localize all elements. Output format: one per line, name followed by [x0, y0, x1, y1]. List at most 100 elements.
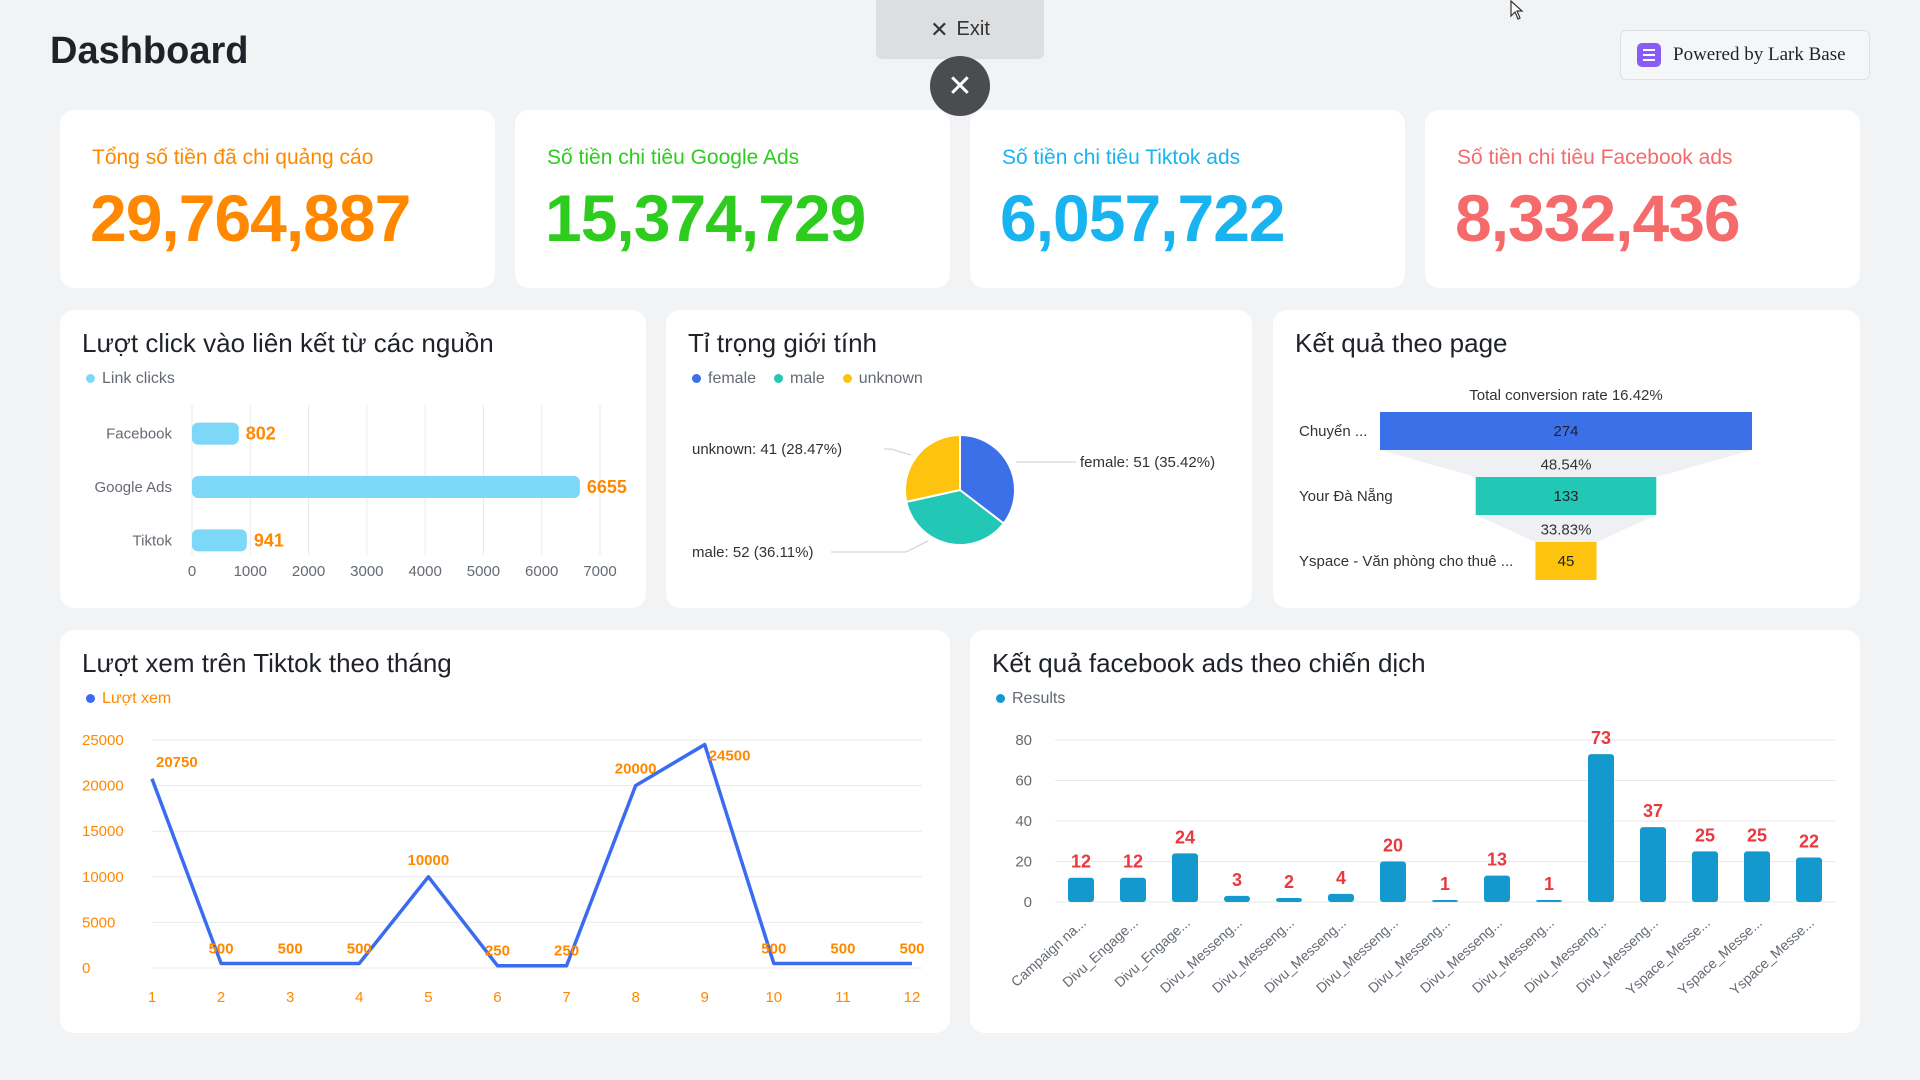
- chart-title: Lượt xem trên Tiktok theo tháng: [82, 648, 452, 678]
- funnel-rate-label: 48.54%: [1541, 457, 1592, 474]
- funnel-stage-value: 274: [1553, 423, 1578, 440]
- kpi-label: Tổng số tiền đã chi quảng cáo: [92, 146, 374, 169]
- bar: [1744, 851, 1770, 902]
- kpi-label: Số tiền chi tiêu Facebook ads: [1457, 146, 1733, 169]
- funnel-stage-label: Chuyển ...: [1299, 423, 1367, 440]
- bar: [1796, 857, 1822, 902]
- data-label: 500: [761, 940, 786, 957]
- powered-by-label: Powered by Lark Base: [1673, 44, 1846, 65]
- data-label: 1: [1440, 874, 1450, 894]
- data-label: 24500: [709, 748, 751, 765]
- data-label: 37: [1643, 801, 1663, 821]
- bar: [1172, 853, 1198, 902]
- legend-item[interactable]: Link clicks: [86, 370, 175, 388]
- exit-button[interactable]: ✕ Exit: [876, 0, 1044, 59]
- pie-label-female: female: 51 (35.42%): [1080, 454, 1215, 471]
- bar: [1328, 893, 1354, 902]
- data-label: 10000: [408, 852, 450, 869]
- y-tick-label: 80: [1015, 732, 1032, 749]
- kpi-value: 8,332,436: [1455, 181, 1741, 255]
- gender-chart-card[interactable]: Tỉ trọng giới tính female male unknown f…: [666, 310, 1252, 608]
- close-icon: ✕: [930, 16, 949, 42]
- funnel-rate-label: 33.83%: [1541, 522, 1592, 539]
- data-label: 24: [1175, 827, 1195, 847]
- funnel-stage-label: Yspace - Văn phòng cho thuê ...: [1299, 553, 1513, 570]
- kpi-card-google-ads[interactable]: Số tiền chi tiêu Google Ads 15,374,729: [515, 110, 950, 288]
- funnel-connector: [1475, 515, 1657, 542]
- x-tick-label: 11: [835, 989, 851, 1006]
- kpi-card-total-spend[interactable]: Tổng số tiền đã chi quảng cáo 29,764,887: [60, 110, 495, 288]
- funnel-connector: [1380, 450, 1752, 477]
- x-tick-label: 3: [286, 989, 294, 1006]
- page-results-chart-card[interactable]: Kết quả theo page Total conversion rate …: [1273, 310, 1860, 608]
- powered-by-badge[interactable]: Powered by Lark Base: [1620, 30, 1870, 80]
- bar: [1276, 897, 1302, 902]
- kpi-card-facebook-ads[interactable]: Số tiền chi tiêu Facebook ads 8,332,436: [1425, 110, 1860, 288]
- y-tick-label: 0: [82, 960, 90, 977]
- bar: [1380, 861, 1406, 902]
- y-tick-label: 60: [1015, 773, 1032, 790]
- leader-line: [884, 448, 912, 456]
- exit-label: Exit: [956, 18, 990, 40]
- bar: [1692, 851, 1718, 902]
- legend-item[interactable]: Results: [996, 690, 1065, 708]
- y-tick-label: 0: [1024, 894, 1032, 911]
- chart-legend: Results: [996, 690, 1065, 708]
- chart-title: Lượt click vào liên kết từ các nguồn: [82, 328, 494, 358]
- leader-line: [831, 540, 929, 553]
- kpi-label: Số tiền chi tiêu Google Ads: [547, 146, 800, 169]
- lark-base-icon: [1637, 43, 1661, 67]
- x-tick-label: 9: [701, 989, 709, 1006]
- x-tick-label: 7000: [583, 563, 616, 580]
- pie-label-male: male: 52 (36.11%): [692, 544, 813, 561]
- tiktok-views-chart-card[interactable]: Lượt xem trên Tiktok theo tháng Lượt xem…: [60, 630, 950, 1033]
- x-tick-label: 8: [631, 989, 639, 1006]
- pie-slice-female: [959, 433, 1016, 525]
- data-label: 500: [347, 940, 372, 957]
- data-label: 500: [830, 940, 855, 957]
- y-tick-label: 25000: [82, 732, 124, 749]
- funnel-stage: [1535, 542, 1597, 580]
- x-tick-label: 6000: [525, 563, 558, 580]
- legend-item-male[interactable]: male: [774, 370, 825, 388]
- kpi-value: 29,764,887: [90, 181, 411, 255]
- y-tick-label: 15000: [82, 823, 124, 840]
- legend-label: Results: [1012, 690, 1066, 707]
- link-clicks-chart: 0 1000 2000 3000 4000 5000 6000 7000 Facebook 802…: [94, 405, 627, 580]
- x-tick-label: 1: [148, 989, 156, 1006]
- close-fullscreen-button[interactable]: ✕: [930, 56, 990, 116]
- facebook-campaign-chart-card[interactable]: Kết quả facebook ads theo chiến dịch Res…: [970, 630, 1860, 1033]
- funnel-stage: [1475, 477, 1657, 515]
- legend-item-female[interactable]: female: [692, 370, 756, 388]
- series-line: [150, 742, 912, 968]
- data-label: 12: [1123, 852, 1143, 872]
- x-tick-label: 4: [355, 989, 363, 1006]
- link-clicks-chart-card[interactable]: Lượt click vào liên kết từ các nguồn Lin…: [60, 310, 646, 608]
- y-tick-label: 20000: [82, 778, 124, 795]
- chart-title: Kết quả facebook ads theo chiến dịch: [992, 648, 1426, 678]
- kpi-label: Số tiền chi tiêu Tiktok ads: [1002, 146, 1241, 169]
- legend-label: unknown: [858, 370, 923, 387]
- data-label: 500: [899, 940, 924, 957]
- pie-label-unknown: unknown: 41 (28.47%): [692, 441, 842, 458]
- legend-item[interactable]: Lượt xem: [86, 690, 171, 708]
- bar: [1588, 754, 1614, 902]
- data-label: 3: [1232, 870, 1242, 890]
- data-label: 4: [1336, 868, 1346, 888]
- kpi-card-tiktok-ads[interactable]: Số tiền chi tiêu Tiktok ads 6,057,722: [970, 110, 1405, 288]
- kpi-value: 6,057,722: [1000, 181, 1286, 255]
- funnel-stage-value: 45: [1558, 553, 1575, 570]
- x-tick-label: 10: [765, 989, 782, 1006]
- legend-item-unknown[interactable]: unknown: [842, 370, 923, 388]
- x-tick-label: 3000: [350, 563, 383, 580]
- gender-pie-chart: female: 51 (35.42%) male: 52 (36.11%) unkn…: [692, 433, 1215, 561]
- funnel-stage-label: Your Đà Nẵng: [1299, 488, 1393, 505]
- data-label: 20: [1383, 836, 1403, 856]
- funnel-total-rate: Total conversion rate 16.42%: [1469, 387, 1662, 404]
- data-label: 20750: [156, 754, 198, 771]
- bar: [1484, 875, 1510, 902]
- data-label: 802: [246, 424, 276, 444]
- chart-legend: Lượt xem: [86, 690, 171, 708]
- chart-title: Kết quả theo page: [1295, 328, 1508, 358]
